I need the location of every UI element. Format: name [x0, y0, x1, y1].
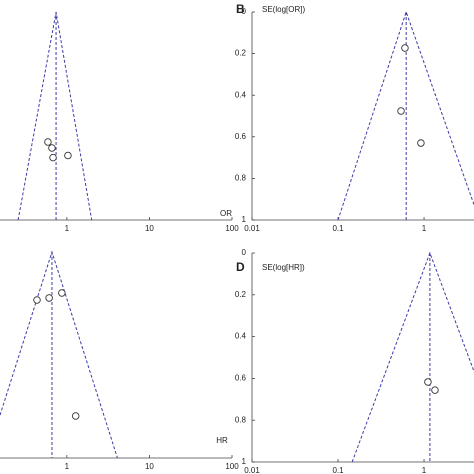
x-tick-label: 0.1	[332, 466, 344, 474]
study-point	[71, 412, 80, 420]
y-tick-label: 0	[242, 248, 247, 257]
panel-letter: D	[236, 260, 245, 274]
study-point	[64, 151, 72, 160]
funnel-line	[337, 10, 474, 220]
x-tick-label: 1	[65, 224, 70, 233]
y-axis-label: SE(log[OR])	[262, 5, 305, 14]
study-point	[44, 138, 52, 146]
y-tick-label: 0.8	[235, 174, 247, 183]
panel: 0.01 0.1 1 0 0.2 0.4 0.6 0.8 1 SE(log[OR]) B	[235, 2, 474, 233]
y-tick-label: 0.6	[235, 374, 247, 383]
x-tick-label: 0.01	[244, 224, 260, 233]
x-tick-label: 100	[225, 462, 239, 471]
panel: 1 10 100 OR	[0, 11, 239, 233]
funnel-line	[351, 251, 474, 462]
study-point	[431, 386, 439, 394]
plot-area	[337, 10, 474, 220]
y-tick-label: 0.2	[235, 49, 247, 58]
study-point	[58, 289, 66, 297]
x-tick-label: 1	[422, 466, 427, 474]
study-point	[33, 296, 41, 304]
plot-area	[351, 251, 474, 462]
plot-area	[0, 250, 118, 458]
plot-area	[17, 11, 93, 220]
study-point	[417, 139, 425, 147]
y-tick-label: 1	[242, 215, 247, 224]
study-point	[45, 294, 53, 302]
x-tick-label: 0.01	[244, 466, 260, 474]
funnel-line	[17, 11, 93, 220]
panel-letter: B	[236, 2, 245, 16]
funnel-line	[0, 250, 118, 458]
x-tick-label: 1	[65, 462, 70, 471]
x-tick-label: 10	[145, 462, 154, 471]
study-point	[401, 44, 409, 52]
x-tick-label: 10	[145, 224, 154, 233]
panel: 1 10 100 HR	[0, 250, 239, 471]
y-tick-label: 0	[242, 7, 247, 16]
x-axis-label: HR	[216, 436, 228, 445]
x-tick-label: 100	[225, 224, 239, 233]
study-point	[397, 107, 405, 115]
y-tick-label: 0.6	[235, 132, 247, 141]
y-tick-label: 0.2	[235, 290, 247, 299]
y-tick-label: 0.4	[235, 90, 247, 99]
study-point	[424, 378, 432, 386]
study-point	[48, 144, 56, 152]
y-tick-label: 1	[242, 457, 247, 466]
panel: 0.01 0.1 1 0 0.2 0.4 0.6 0.8 1 SE(log[HR]) D	[235, 248, 474, 474]
y-axis-label: SE(log[HR])	[262, 263, 305, 272]
y-tick-label: 0.4	[235, 332, 247, 341]
study-point	[49, 153, 57, 162]
y-tick-label: 0.8	[235, 415, 247, 424]
x-tick-label: 1	[422, 224, 427, 233]
x-axis-label: OR	[220, 209, 232, 218]
x-tick-label: 0.1	[332, 224, 344, 233]
